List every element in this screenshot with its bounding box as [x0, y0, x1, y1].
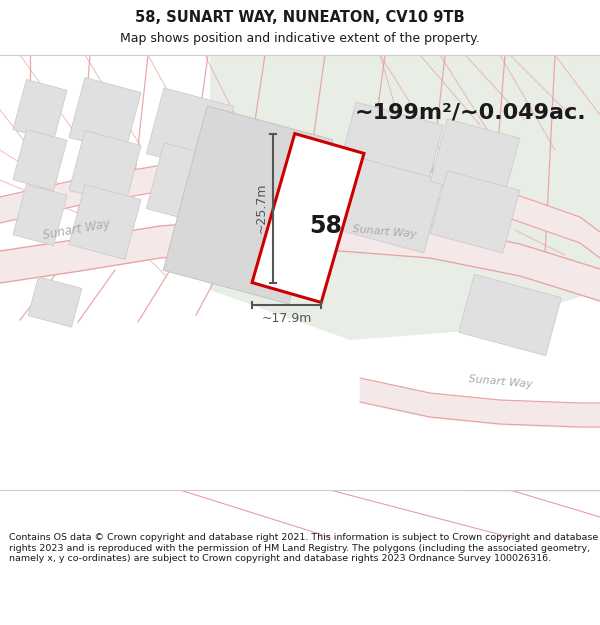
Polygon shape	[337, 102, 443, 198]
Polygon shape	[252, 134, 364, 302]
Polygon shape	[69, 78, 141, 152]
Polygon shape	[163, 106, 333, 304]
Text: 58, SUNART WAY, NUNEATON, CV10 9TB: 58, SUNART WAY, NUNEATON, CV10 9TB	[135, 10, 465, 25]
Polygon shape	[13, 129, 67, 191]
Text: Sunart Way: Sunart Way	[42, 217, 112, 242]
Polygon shape	[459, 274, 561, 356]
Text: Sunart Way: Sunart Way	[468, 374, 533, 390]
Polygon shape	[28, 277, 82, 327]
Text: Contains OS data © Crown copyright and database right 2021. This information is : Contains OS data © Crown copyright and d…	[9, 533, 598, 563]
Polygon shape	[13, 184, 67, 246]
Text: Sunart Way: Sunart Way	[352, 224, 417, 240]
Polygon shape	[13, 79, 67, 141]
Polygon shape	[210, 55, 600, 340]
Polygon shape	[430, 119, 520, 201]
Polygon shape	[337, 157, 443, 253]
Text: ~199m²/~0.049ac.: ~199m²/~0.049ac.	[355, 102, 587, 122]
Polygon shape	[69, 131, 141, 206]
Polygon shape	[430, 171, 520, 253]
Text: 58: 58	[310, 214, 343, 238]
Polygon shape	[69, 184, 141, 259]
Text: ~17.9m: ~17.9m	[262, 312, 312, 324]
Text: ~25.7m: ~25.7m	[255, 183, 268, 233]
Text: Map shows position and indicative extent of the property.: Map shows position and indicative extent…	[120, 32, 480, 45]
Polygon shape	[146, 88, 233, 172]
Polygon shape	[146, 143, 233, 227]
